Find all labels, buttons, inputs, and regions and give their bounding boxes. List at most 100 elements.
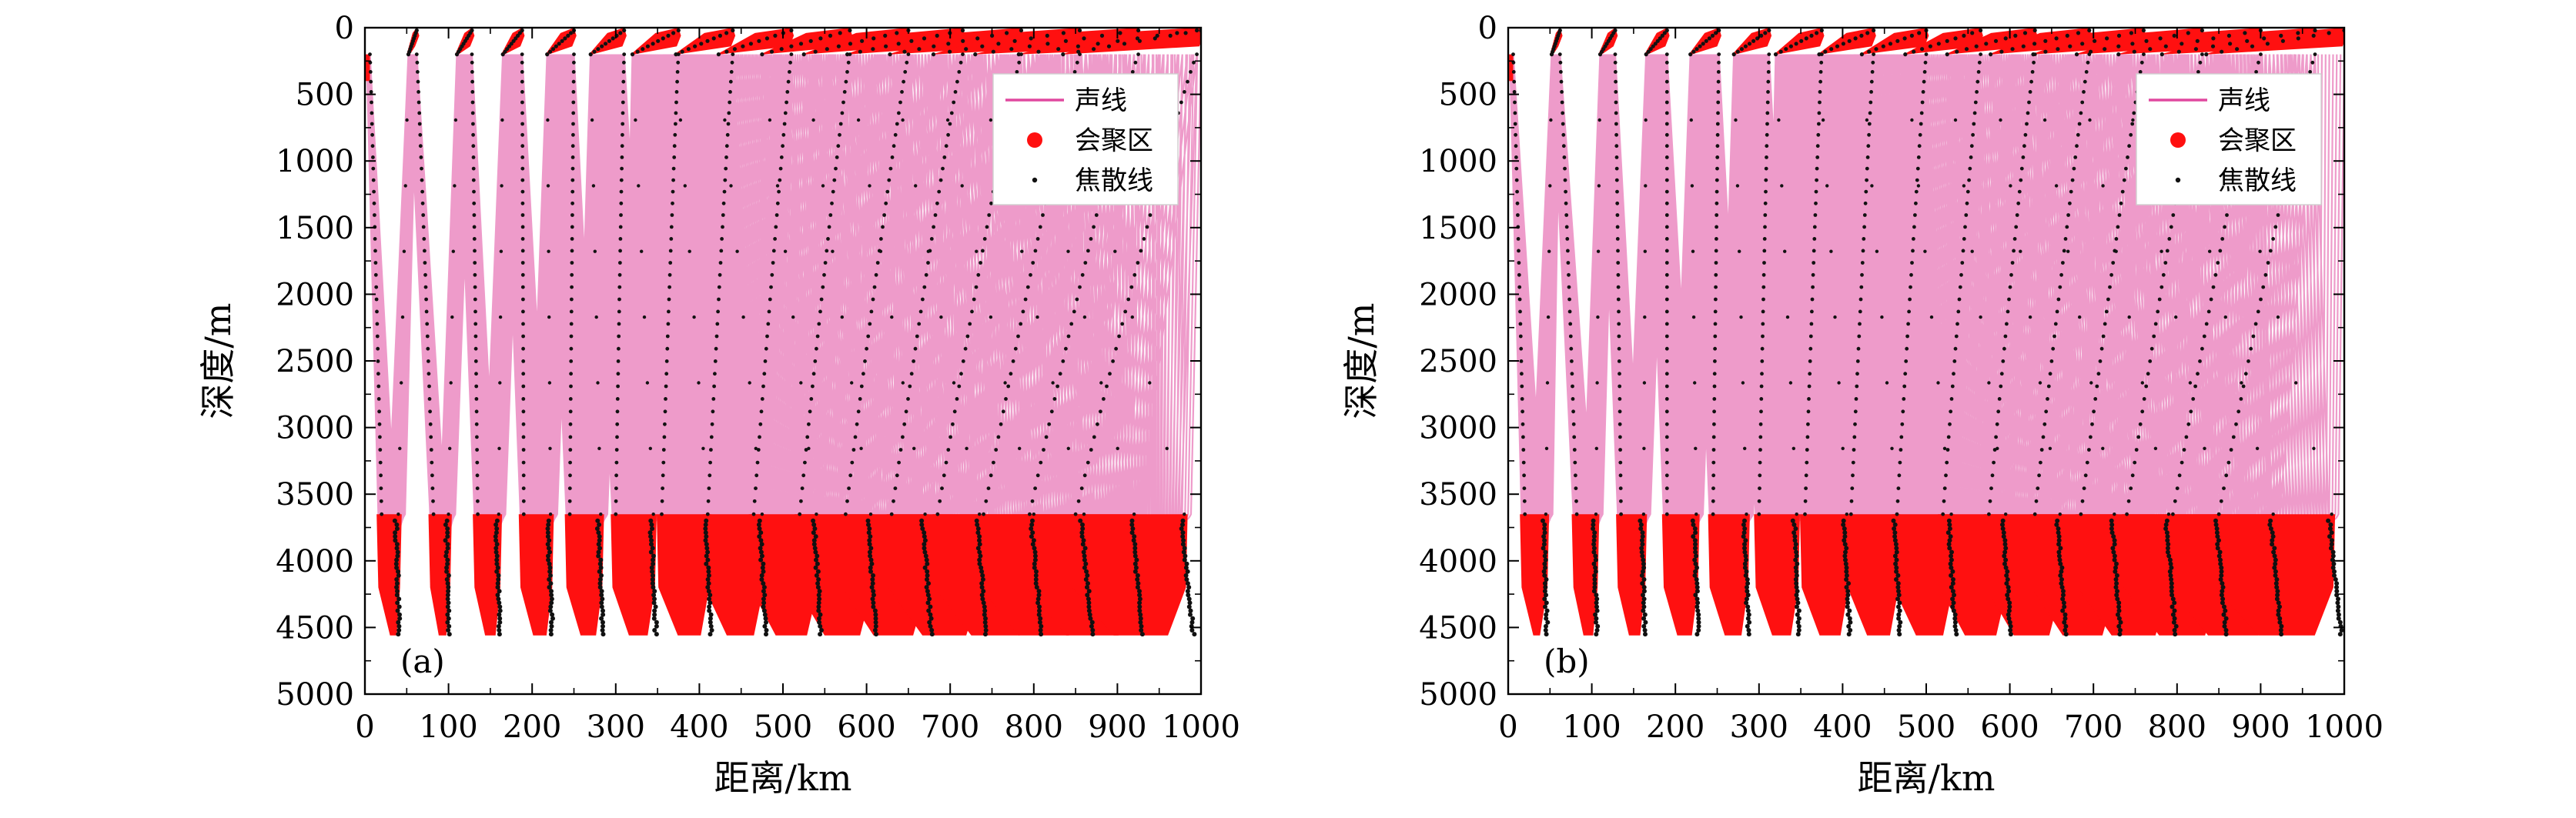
caustic-point: [759, 553, 764, 559]
caustic-point: [2254, 70, 2259, 74]
caustic-point: [979, 261, 982, 265]
caustic-point: [1591, 546, 1597, 551]
caustic-point: [1643, 619, 1648, 625]
caustic-point: [2265, 42, 2270, 46]
caustic-point: [870, 581, 875, 586]
caustic-point: [1870, 70, 1875, 74]
caustic-point: [617, 309, 621, 314]
caustic-point: [2007, 600, 2012, 606]
caustic-point: [374, 297, 379, 302]
caustic-point: [1852, 435, 1857, 439]
caustic-point: [785, 90, 790, 94]
caustic-point: [760, 513, 764, 516]
caustic-point: [2330, 513, 2333, 516]
caustic-point: [1032, 546, 1037, 551]
caustic-point: [669, 225, 674, 229]
caustic-point: [728, 79, 733, 84]
caustic-point: [597, 538, 602, 543]
caustic-point: [1029, 522, 1035, 527]
caustic-point: [1947, 546, 1952, 551]
caustic-point: [2336, 596, 2340, 602]
caustic-point: [370, 100, 373, 105]
caustic-point: [2251, 334, 2256, 339]
caustic-point: [2003, 557, 2009, 563]
caustic-point: [1035, 315, 1039, 319]
caustic-point: [1892, 530, 1898, 536]
caustic-point: [1859, 285, 1864, 289]
caustic-point: [785, 100, 788, 105]
caustic-point: [1990, 473, 1995, 478]
caustic-point: [1664, 189, 1669, 194]
caustic-point: [1949, 513, 1953, 516]
caustic-point: [2223, 225, 2227, 229]
caustic-point: [2059, 585, 2065, 590]
x-tick-label: 0: [1498, 709, 1517, 745]
caustic-point: [1520, 372, 1524, 376]
caustic-point: [416, 79, 420, 84]
caustic-point: [1696, 628, 1701, 633]
caustic-point: [813, 565, 818, 570]
caustic-point: [548, 573, 553, 578]
caustic-point: [672, 155, 677, 159]
caustic-point: [642, 315, 647, 319]
caustic-point: [1132, 272, 1137, 277]
plot-area: [366, 28, 1201, 637]
caustic-point: [1594, 608, 1600, 613]
caustic-point: [671, 178, 675, 182]
caustic-point: [1959, 272, 1963, 277]
caustic-point: [822, 272, 826, 277]
caustic-point: [614, 512, 618, 516]
caustic-point: [2330, 553, 2336, 559]
caustic-point: [868, 534, 873, 539]
caustic-point: [396, 596, 402, 602]
caustic-point: [2058, 561, 2063, 566]
caustic-point: [453, 184, 457, 188]
caustic-point: [680, 49, 684, 54]
caustic-point: [2163, 44, 2168, 48]
caustic-point: [906, 397, 910, 401]
caustic-point: [762, 593, 768, 598]
caustic-point: [2246, 359, 2250, 363]
caustic-point: [982, 619, 988, 625]
caustic-point: [547, 585, 552, 590]
caustic-point: [1795, 612, 1800, 617]
caustic-point: [547, 569, 553, 574]
caustic-point: [1037, 608, 1042, 613]
x-tick-label: 800: [2148, 709, 2206, 745]
caustic-point: [674, 111, 678, 115]
caustic-point: [1807, 384, 1812, 389]
y-tick-label: 0: [1478, 11, 1497, 46]
caustic-point: [1017, 52, 1021, 56]
caustic-point: [421, 225, 426, 229]
caustic-point: [547, 381, 552, 385]
caustic-point: [756, 448, 761, 452]
caustic-point: [1971, 132, 1975, 137]
caustic-point: [494, 542, 500, 547]
caustic-point: [924, 272, 928, 277]
caustic-point: [674, 90, 679, 94]
caustic-point: [1975, 90, 1979, 94]
caustic-point: [520, 28, 524, 33]
caustic-point: [421, 213, 426, 217]
caustic-point: [2043, 49, 2048, 54]
caustic-point: [1641, 589, 1647, 594]
caustic-point: [425, 334, 430, 339]
caustic-point: [2166, 513, 2171, 516]
caustic-point: [2101, 334, 2106, 339]
caustic-point: [1949, 397, 1954, 401]
caustic-point: [1693, 542, 1698, 547]
caustic-point: [1544, 446, 1549, 450]
caustic-point: [861, 372, 865, 376]
caustic-point: [2112, 538, 2117, 543]
caustic-point: [1992, 460, 1996, 465]
caustic-point: [373, 213, 376, 217]
caustic-point: [828, 213, 833, 217]
caustic-point: [1132, 549, 1138, 555]
caustic-point: [520, 155, 525, 159]
caustic-point: [1616, 249, 1620, 253]
caustic-point: [2196, 372, 2200, 376]
caustic-point: [1133, 565, 1139, 570]
caustic-point: [982, 612, 987, 617]
caustic-point: [2224, 473, 2229, 478]
y-tick-label: 1500: [1419, 211, 1497, 246]
